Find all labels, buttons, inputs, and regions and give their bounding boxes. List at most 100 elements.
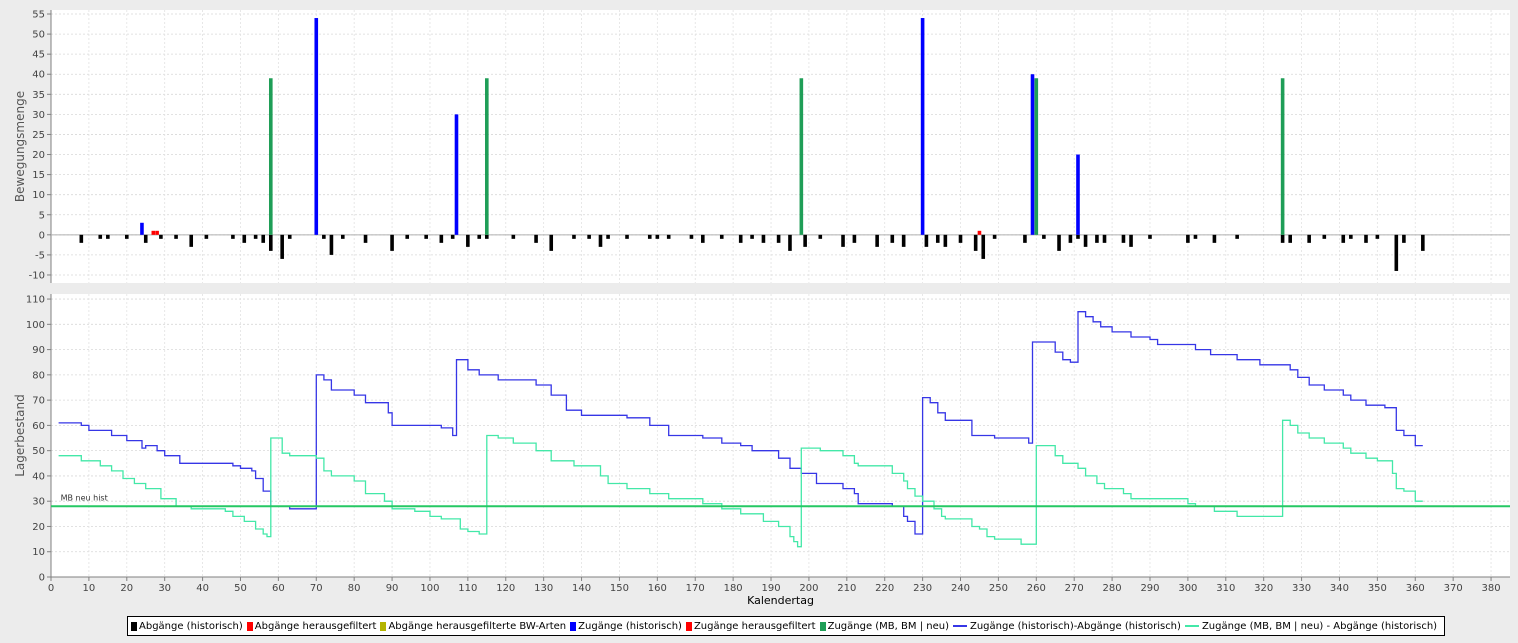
legend-item: Zugänge (historisch) [570, 621, 682, 632]
x-axis-label: Kalendertag [747, 594, 814, 607]
bar-mark [1034, 78, 1039, 235]
legend-label: Zugänge (MB, BM | neu) - Abgänge (histor… [1201, 620, 1438, 632]
x-tick-label: 30 [158, 583, 171, 594]
x-tick-label: 250 [989, 583, 1008, 594]
bar-mark [341, 234, 345, 239]
bar-mark [920, 18, 925, 235]
bar-mark [454, 114, 459, 235]
top-y-tick-label: 40 [32, 70, 45, 81]
bar-mark [943, 234, 948, 247]
bar-mark [1349, 234, 1353, 239]
x-tick-label: 200 [799, 583, 818, 594]
bar-mark [1364, 234, 1368, 243]
top-y-tick-label: 45 [32, 50, 45, 61]
bar-mark [450, 234, 455, 239]
bar-mark [143, 234, 148, 243]
bar-mark [1341, 234, 1346, 243]
top-plot-area [51, 10, 1510, 283]
top-y-tick-label: 55 [32, 10, 45, 21]
bar-mark [1402, 234, 1406, 243]
bottom-y-tick-label: 20 [32, 522, 45, 533]
legend-bar-swatch [570, 621, 577, 631]
bottom-y-tick-label: 40 [32, 471, 45, 482]
top-y-tick-label: 20 [32, 150, 45, 161]
x-tick-label: 190 [761, 583, 780, 594]
bar-mark [841, 234, 845, 247]
x-tick-label: 0 [48, 583, 54, 594]
x-tick-label: 170 [686, 583, 705, 594]
series-line [58, 419, 1423, 548]
x-tick-label: 100 [420, 583, 439, 594]
bar-mark [261, 234, 266, 243]
bar-mark [981, 234, 986, 259]
bar-mark [935, 234, 940, 243]
bar-mark [788, 234, 792, 251]
bar-mark [268, 234, 273, 251]
bar-mark [1057, 234, 1061, 251]
top-y-tick-label: 0 [39, 230, 45, 241]
x-tick-label: 370 [1444, 583, 1463, 594]
bar-mark [314, 18, 319, 235]
bottom-y-tick-label: 100 [26, 320, 45, 331]
bar-mark [124, 234, 129, 239]
x-tick-label: 240 [951, 583, 970, 594]
bar-mark [1121, 234, 1126, 243]
bar-mark [1375, 234, 1380, 239]
bar-mark [719, 234, 724, 239]
bar-mark [140, 222, 144, 235]
bar-mark [1095, 234, 1099, 243]
bar-mark [485, 234, 489, 239]
x-tick-label: 210 [837, 583, 856, 594]
x-tick-label: 90 [386, 583, 399, 594]
bar-mark [204, 234, 209, 239]
bottom-y-tick-label: 10 [32, 547, 45, 558]
bottom-y-tick-label: 60 [32, 421, 45, 432]
bar-mark [655, 234, 660, 239]
bar-mark [701, 234, 705, 243]
top-y-tick-label: 15 [32, 170, 45, 181]
x-tick-label: 150 [610, 583, 629, 594]
top-y-tick-label: -5 [35, 250, 45, 261]
bar-mark [572, 234, 576, 239]
bar-mark [1280, 234, 1285, 243]
bar-mark [466, 234, 470, 247]
bar-mark [606, 234, 610, 239]
x-tick-label: 300 [1178, 583, 1197, 594]
legend-item: Abgänge herausgefilterte BW-Arten [380, 621, 566, 632]
bar-mark [549, 234, 554, 251]
x-tick-label: 180 [724, 583, 743, 594]
x-tick-label: 110 [458, 583, 477, 594]
bottom-y-tick-label: 30 [32, 497, 45, 508]
x-tick-label: 50 [234, 583, 247, 594]
x-tick-label: 350 [1368, 583, 1387, 594]
legend-label: Abgänge (historisch) [139, 620, 243, 632]
bar-mark [647, 234, 652, 239]
bar-mark [901, 234, 906, 247]
bar-mark [79, 234, 84, 243]
bar-mark [1280, 78, 1285, 235]
x-tick-label: 40 [196, 583, 209, 594]
legend-label: Abgänge herausgefilterte BW-Arten [388, 620, 567, 632]
bar-mark [738, 234, 743, 243]
bar-mark [174, 234, 178, 239]
bottom-y-tick-label: 110 [26, 295, 45, 306]
bar-mark [268, 78, 273, 235]
x-tick-label: 10 [83, 583, 96, 594]
legend-item: Zugänge (historisch)-Abgänge (historisch… [952, 621, 1181, 632]
legend-label: Zugänge herausgefiltert [693, 620, 816, 632]
bar-mark [253, 234, 258, 239]
x-tick-label: 230 [913, 583, 932, 594]
x-tick-label: 260 [1027, 583, 1046, 594]
bar-mark [1394, 234, 1399, 271]
x-tick-label: 120 [496, 583, 515, 594]
x-tick-label: 380 [1482, 583, 1501, 594]
top-y-tick-label: -10 [29, 270, 45, 281]
x-tick-label: 360 [1406, 583, 1425, 594]
bar-mark [666, 234, 671, 239]
x-tick-label: 270 [1065, 583, 1084, 594]
legend-bar-swatch [246, 621, 253, 631]
x-tick-label: 330 [1292, 583, 1311, 594]
bar-mark [106, 234, 110, 239]
bar-mark [625, 234, 629, 239]
